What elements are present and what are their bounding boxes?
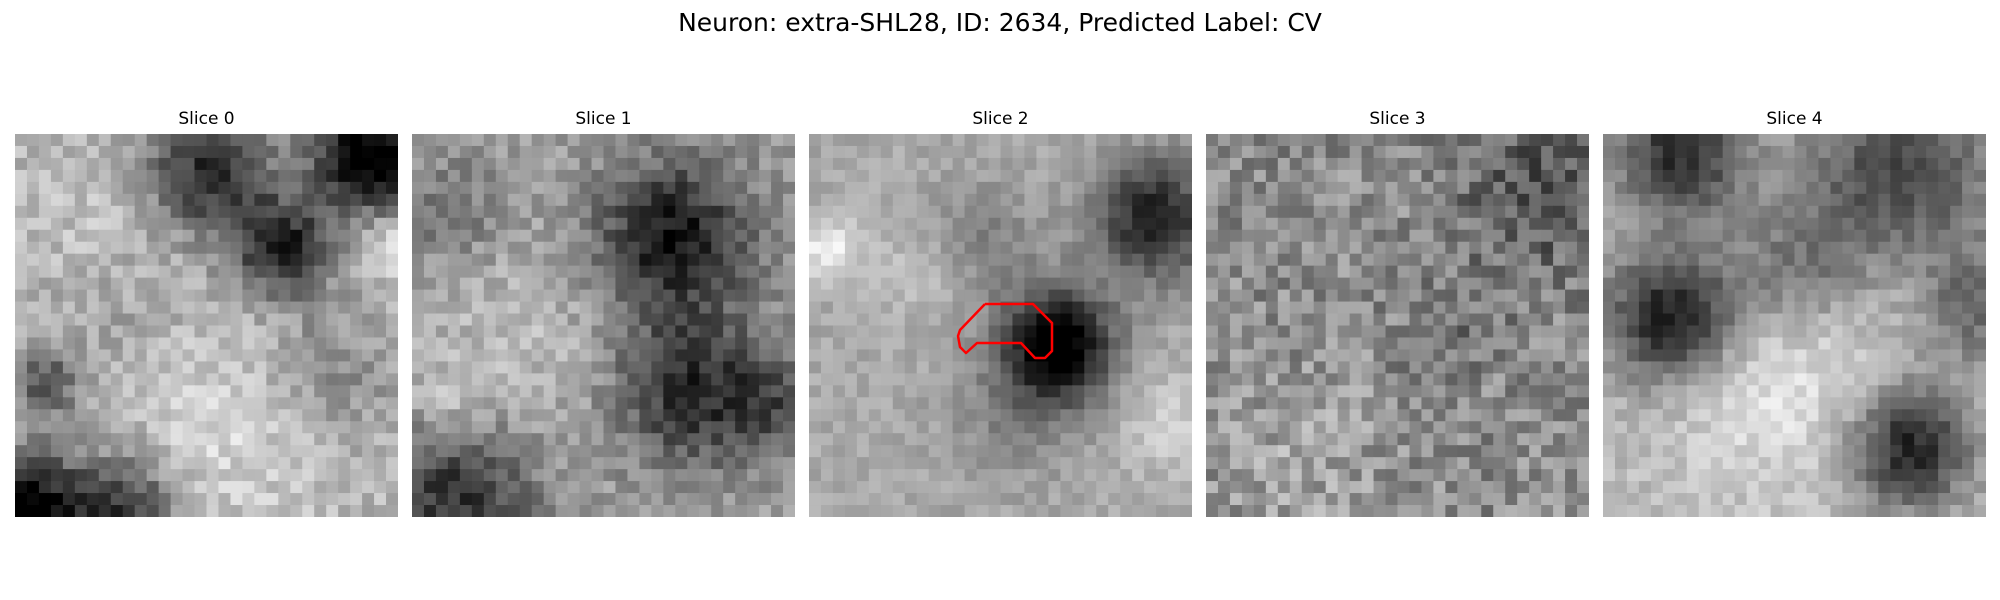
segmentation-contour	[956, 302, 1054, 360]
slice-panel-1: Slice 1	[412, 108, 795, 517]
slice-image-2	[809, 134, 1192, 517]
slice-image-0	[15, 134, 398, 517]
figure-title: Neuron: extra-SHL28, ID: 2634, Predicted…	[678, 8, 1322, 37]
slice-title-0: Slice 0	[178, 109, 235, 129]
slice-panel-2: Slice 2	[809, 108, 1192, 517]
slice-title-3: Slice 3	[1369, 109, 1426, 129]
slice-title-2: Slice 2	[972, 109, 1029, 129]
slice-image-3	[1206, 134, 1589, 517]
slice-panel-3: Slice 3	[1206, 108, 1589, 517]
slice-panel-0: Slice 0	[15, 108, 398, 517]
slice-image-1	[412, 134, 795, 517]
slice-title-4: Slice 4	[1766, 109, 1823, 129]
slice-title-1: Slice 1	[575, 109, 632, 129]
slice-image-4	[1603, 134, 1986, 517]
slice-panel-4: Slice 4	[1603, 108, 1986, 517]
